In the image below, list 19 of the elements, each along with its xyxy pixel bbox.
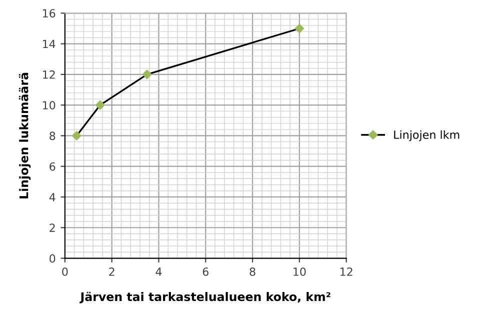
y-tick-label: 6 xyxy=(50,162,56,171)
y-axis-title: Linjojen lukumäärä xyxy=(18,72,31,198)
x-tick-label: 2 xyxy=(109,267,114,276)
x-tick-label: 8 xyxy=(250,267,256,276)
y-tick-label: 14 xyxy=(42,40,56,48)
y-tick-label: 12 xyxy=(42,70,55,79)
x-tick-label: 0 xyxy=(62,267,68,276)
y-tick-label: 0 xyxy=(50,254,56,263)
legend-label: Linjojen lkm xyxy=(394,130,460,142)
y-tick-label: 8 xyxy=(50,132,56,140)
y-tick-label: 16 xyxy=(42,9,56,18)
x-tick-label: 12 xyxy=(340,267,352,276)
x-tick-label: 10 xyxy=(294,267,306,276)
y-tick-label: 4 xyxy=(49,193,56,202)
x-tick-label: 4 xyxy=(156,268,162,276)
y-tick-label: 10 xyxy=(42,101,56,110)
x-tick-label: 6 xyxy=(202,267,208,276)
x-axis-title: Järven tai tarkastelualueen koko, km² xyxy=(80,292,330,304)
y-tick-label: 2 xyxy=(50,224,55,232)
